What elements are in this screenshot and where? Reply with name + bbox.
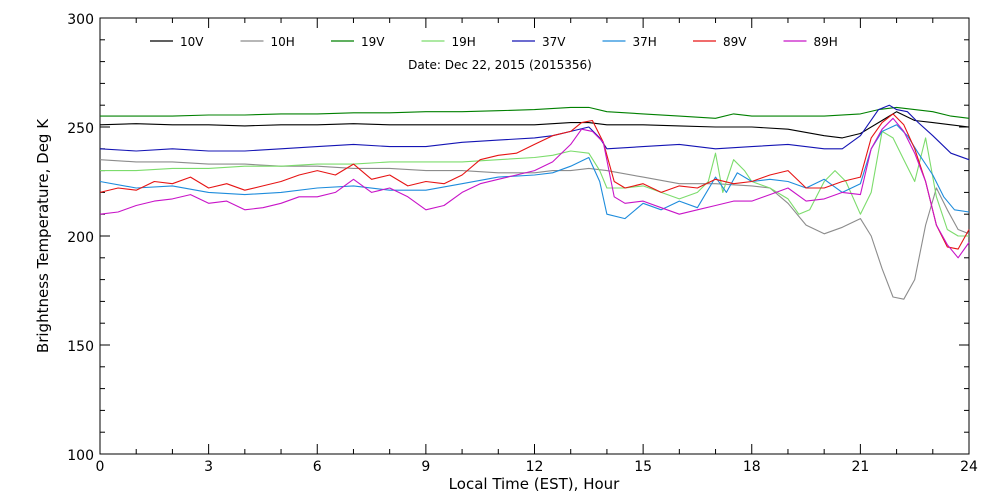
- legend-label-37h: 37H: [633, 35, 657, 49]
- legend-label-37v: 37V: [542, 35, 566, 49]
- axis-ticks: 0 3 6 9 12 15 18 21 24 100 150 200 250 300: [67, 12, 978, 475]
- series-line-10v: [99, 111, 970, 139]
- x-axis-label: Local Time (EST), Hour: [449, 475, 620, 493]
- legend-label-89v: 89V: [723, 35, 747, 49]
- chart-subtitle: Date: Dec 22, 2015 (2015356): [408, 58, 592, 72]
- series-lines: [99, 104, 970, 300]
- legend-label-10v: 10V: [180, 35, 204, 49]
- x-tick-label: 18: [743, 459, 761, 475]
- legend: 10V 10H 19V 19H 37V 37H 89V 89H: [150, 35, 838, 49]
- y-tick-label: 250: [67, 121, 94, 137]
- y-tick-label: 200: [67, 230, 94, 246]
- series-line-19v: [100, 106, 970, 119]
- x-tick-label: 24: [960, 459, 978, 475]
- legend-label-19v: 19V: [361, 35, 385, 49]
- series-line-10h: [99, 159, 970, 300]
- y-tick-label: 100: [67, 448, 94, 464]
- legend-label-89h: 89H: [814, 35, 838, 49]
- y-axis-label: Brightness Temperature, Deg K: [34, 118, 52, 353]
- series-line-37v: [99, 104, 970, 161]
- x-tick-label: 9: [421, 459, 430, 475]
- series-line-37h: [99, 124, 970, 220]
- y-tick-label: 150: [67, 339, 94, 355]
- y-tick-label: 300: [67, 12, 94, 28]
- plot-frame: [99, 17, 970, 455]
- x-tick-label: 6: [313, 459, 322, 475]
- x-tick-label: 21: [851, 459, 869, 475]
- x-tick-label: 0: [96, 459, 105, 475]
- legend-label-19h: 19H: [452, 35, 476, 49]
- x-tick-label: 12: [526, 459, 544, 475]
- x-tick-label: 15: [634, 459, 652, 475]
- series-line-19h: [100, 130, 969, 237]
- x-tick-label: 3: [204, 459, 213, 475]
- series-line-89h: [99, 117, 970, 259]
- legend-label-10h: 10H: [271, 35, 295, 49]
- series-line-89v: [99, 113, 970, 250]
